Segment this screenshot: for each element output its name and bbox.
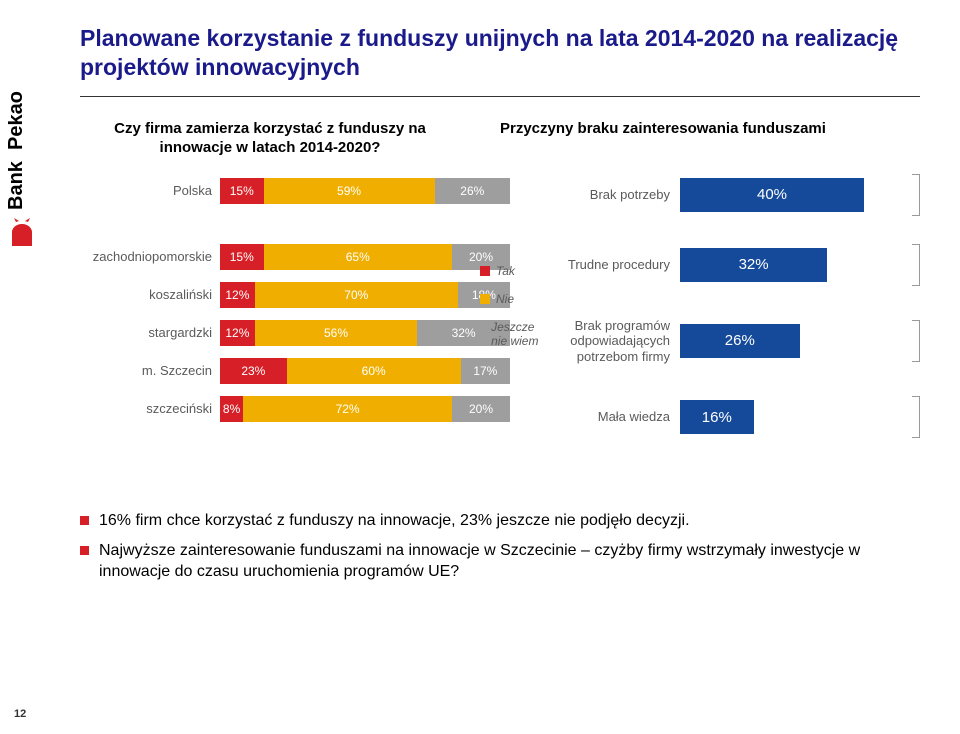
page-title: Planowane korzystanie z funduszy unijnyc…: [80, 24, 920, 82]
reasons-bar-chart: Brak potrzeby40% Trudne procedury32% Brak …: [530, 178, 910, 471]
stacked-bar: 15%65%20%: [220, 244, 510, 270]
stacked-row: Polska15%59%26%: [80, 178, 510, 204]
stacked-row-label: szczeciński: [80, 401, 220, 416]
reason-bar-track: 32%: [680, 248, 910, 282]
subtitle-left: Czy firma zamierza korzystać z funduszy …: [80, 119, 460, 158]
reason-label: Trudne procedury: [530, 257, 680, 273]
bank-pekao-logo: Bank Pekao: [8, 50, 36, 250]
stacked-bar: 12%70%18%: [220, 282, 510, 308]
stacked-bar: 15%59%26%: [220, 178, 510, 204]
bar-segment: 59%: [264, 178, 435, 204]
bullet-text: Najwyższe zainteresowanie funduszami na …: [99, 540, 920, 583]
bullet-item: Najwyższe zainteresowanie funduszami na …: [80, 540, 920, 583]
stacked-row-label: stargardzki: [80, 325, 220, 340]
bullet-text: 16% firm chce korzystać z funduszy na in…: [99, 510, 690, 532]
bullet-item: 16% firm chce korzystać z funduszy na in…: [80, 510, 920, 532]
reason-label: Mała wiedza: [530, 409, 680, 425]
bar-segment: 72%: [243, 396, 452, 422]
bar-segment: 12%: [220, 320, 255, 346]
bullet-list: 16% firm chce korzystać z funduszy na in…: [80, 510, 920, 583]
legend-item: Tak: [480, 264, 539, 278]
reason-bar: 16%: [680, 400, 754, 434]
stacked-bar-chart: Polska15%59%26%zachodniopomorskie15%65%2…: [80, 178, 510, 434]
chart-legend: Tak Nie Jeszcze nie wiem: [480, 264, 539, 362]
legend-item: Nie: [480, 292, 539, 306]
divider: [80, 96, 920, 97]
page-number: 12: [14, 708, 26, 720]
reason-row: Brak programów odpowiadających potrzebom…: [530, 318, 910, 365]
bar-segment: 56%: [255, 320, 417, 346]
reason-bracket: [912, 396, 920, 438]
reason-row: Mała wiedza16%: [530, 400, 910, 434]
stacked-row: koszaliński12%70%18%: [80, 282, 510, 308]
bar-segment: 15%: [220, 244, 264, 270]
bar-segment: 20%: [452, 396, 510, 422]
stacked-row-label: zachodniopomorskie: [80, 249, 220, 264]
stacked-row-label: Polska: [80, 183, 220, 198]
legend-swatch: [480, 266, 490, 276]
reason-bracket: [912, 320, 920, 362]
stacked-row-label: m. Szczecin: [80, 363, 220, 378]
reason-bar: 32%: [680, 248, 827, 282]
reason-row: Brak potrzeby40%: [530, 178, 910, 212]
bullet-marker: [80, 516, 89, 525]
bar-segment: 70%: [255, 282, 458, 308]
stacked-bar: 8%72%20%: [220, 396, 510, 422]
stacked-row: szczeciński8%72%20%: [80, 396, 510, 422]
legend-label: Tak: [496, 264, 515, 278]
svg-text:Bank: Bank: [8, 160, 27, 210]
bar-segment: 65%: [264, 244, 453, 270]
bar-segment: 8%: [220, 396, 243, 422]
bar-segment: 60%: [287, 358, 461, 384]
stacked-row: zachodniopomorskie15%65%20%: [80, 244, 510, 270]
legend-label: Jeszcze nie wiem: [491, 320, 539, 348]
legend-item: Jeszcze nie wiem: [480, 320, 539, 348]
stacked-row: m. Szczecin23%60%17%: [80, 358, 510, 384]
bar-segment: 23%: [220, 358, 287, 384]
reason-label: Brak potrzeby: [530, 187, 680, 203]
legend-label: Nie: [496, 292, 514, 306]
subtitle-right: Przyczyny braku zainteresowania fundusza…: [500, 119, 880, 158]
reason-bar: 26%: [680, 324, 800, 358]
bar-segment: 26%: [435, 178, 510, 204]
stacked-row-label: koszaliński: [80, 287, 220, 302]
stacked-row: stargardzki12%56%32%: [80, 320, 510, 346]
reason-bracket: [912, 244, 920, 286]
bar-segment: 12%: [220, 282, 255, 308]
bullet-marker: [80, 546, 89, 555]
bar-segment: 15%: [220, 178, 264, 204]
svg-text:Pekao: Pekao: [8, 91, 27, 150]
reason-bar-track: 40%: [680, 178, 910, 212]
reason-row: Trudne procedury32%: [530, 248, 910, 282]
stacked-bar: 12%56%32%: [220, 320, 510, 346]
reason-bar: 40%: [680, 178, 864, 212]
reason-bracket: [912, 174, 920, 216]
legend-swatch: [480, 329, 485, 339]
reason-bar-track: 26%: [680, 324, 910, 358]
reason-label: Brak programów odpowiadających potrzebom…: [530, 318, 680, 365]
reason-bar-track: 16%: [680, 400, 910, 434]
legend-swatch: [480, 294, 490, 304]
stacked-bar: 23%60%17%: [220, 358, 510, 384]
